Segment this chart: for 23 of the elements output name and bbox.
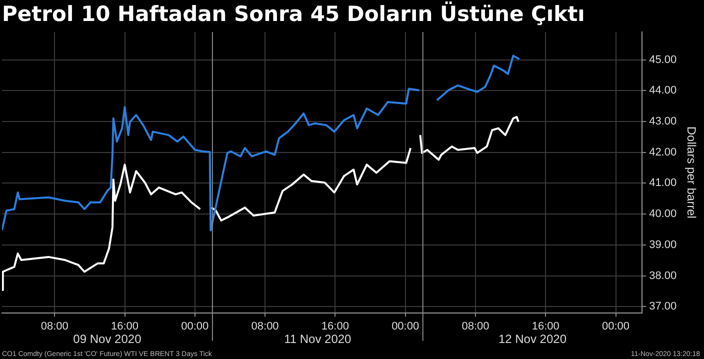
x-tick-label: 08:00 (40, 320, 68, 332)
y-tick-label: 38.00 (649, 270, 677, 282)
text: 09 Nov 2020 (73, 332, 142, 346)
y-tick-label: 37.00 (649, 300, 677, 313)
x-tick-label: 00:00 (181, 320, 209, 332)
y-tick-label: 41.00 (649, 177, 677, 190)
chart-title: Petrol 10 Haftadan Sonra 45 Doların Üstüne Çıktı (2, 2, 585, 26)
text: 11 Nov 2020 (284, 332, 352, 346)
x-tick-label: 16:00 (321, 320, 349, 332)
y-tick-label: 40.00 (649, 208, 677, 220)
x-tick-label: 00:00 (392, 320, 420, 332)
y-tick-label: 43.00 (649, 116, 677, 128)
x-tick-label: 00:00 (602, 320, 630, 332)
x-tick-label: 16:00 (110, 320, 139, 332)
y-tick-label: 44.00 (649, 84, 677, 97)
text: 12 Nov 2020 (498, 332, 567, 346)
y-tick-label: 42.00 (649, 146, 677, 158)
y-tick-label: 39.00 (649, 238, 677, 251)
x-tick-label: 08:00 (251, 320, 279, 332)
x-tick-label: 08:00 (462, 320, 490, 332)
y-axis-title: Dollars per barrel (684, 126, 698, 218)
y-tick-label: 45.00 (649, 54, 677, 66)
x-tick-label: 16:00 (532, 320, 560, 332)
